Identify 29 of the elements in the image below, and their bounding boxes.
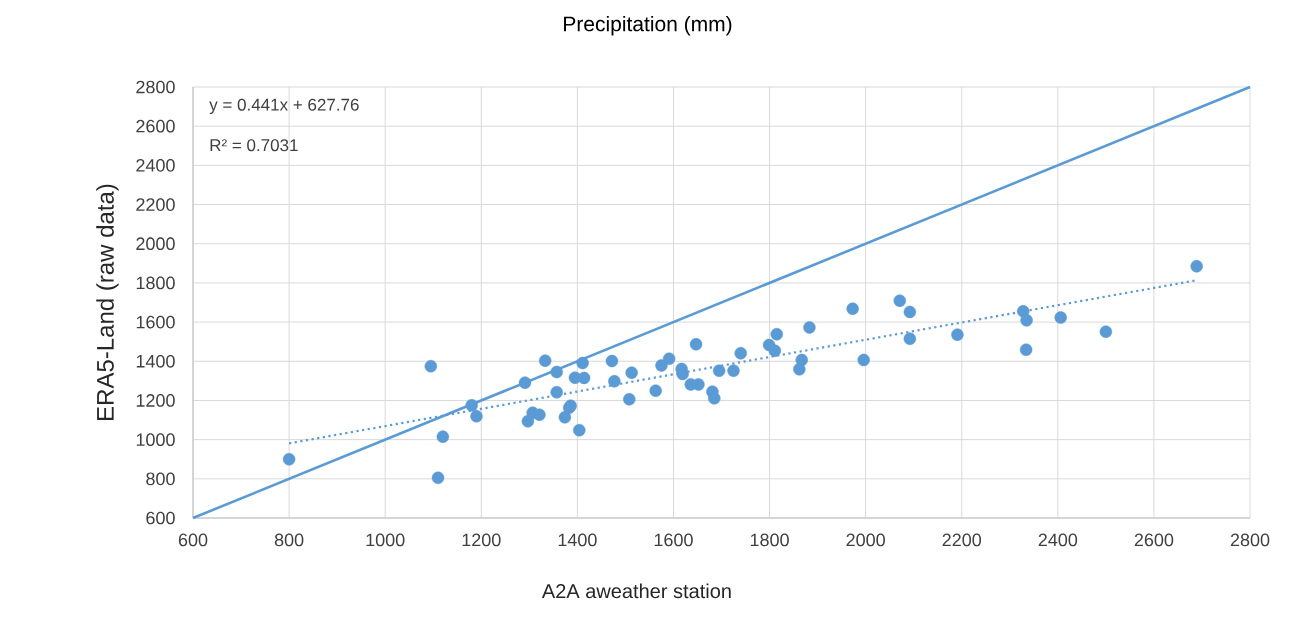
y-tick-label: 2600 xyxy=(136,119,175,133)
x-tick-label: 2400 xyxy=(1038,533,1078,547)
y-tick-label: 2000 xyxy=(136,237,175,251)
y-tick-label: 1800 xyxy=(136,276,175,290)
x-tick-label: 1800 xyxy=(750,533,789,547)
x-tick-label: 800 xyxy=(274,533,304,547)
y-axis-title: ERA5-Land (raw data) xyxy=(96,184,119,420)
y-tick-label: 800 xyxy=(146,472,175,486)
x-tick-label: 2800 xyxy=(1230,533,1270,547)
x-tick-label: 1000 xyxy=(366,533,405,547)
y-tick-label: 600 xyxy=(146,511,175,525)
y-tick-label: 2400 xyxy=(136,158,175,172)
annotation: R² = 0.7031 xyxy=(210,139,298,152)
x-tick-label: 1200 xyxy=(462,533,501,547)
y-tick-label: 1000 xyxy=(136,433,175,446)
y-tick-label: 2200 xyxy=(136,198,175,211)
y-tick-label: 1400 xyxy=(136,354,175,368)
x-axis-title: A2A aweather station xyxy=(541,583,731,599)
y-tick-label: 1200 xyxy=(136,394,175,407)
x-tick-label: 2000 xyxy=(846,533,885,547)
annotation: y = 0.441x + 627.76 xyxy=(209,98,359,115)
x-tick-label: 2600 xyxy=(1134,533,1174,547)
chart-title: Precipitation (mm) xyxy=(564,15,732,36)
x-tick-label: 1600 xyxy=(654,533,693,547)
y-tick-label: 1600 xyxy=(136,315,175,329)
x-tick-label: 2200 xyxy=(942,533,982,547)
x-tick-label: 600 xyxy=(178,533,208,547)
y-tick-label: 2800 xyxy=(136,80,175,94)
x-tick-label: 1400 xyxy=(558,533,597,547)
